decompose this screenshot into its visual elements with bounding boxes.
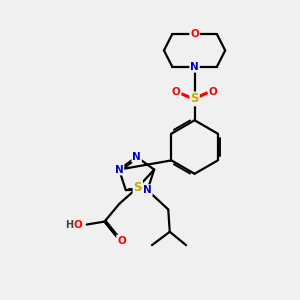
Text: N: N [115, 165, 124, 175]
Text: O: O [190, 29, 199, 39]
Text: S: S [190, 92, 199, 105]
Text: O: O [172, 87, 181, 97]
Text: H: H [65, 220, 74, 230]
Text: S: S [134, 181, 142, 194]
Text: O: O [74, 220, 83, 230]
Text: N: N [143, 185, 152, 195]
Text: N: N [190, 62, 199, 72]
Text: N: N [132, 152, 141, 162]
Text: O: O [208, 87, 217, 97]
Text: O: O [117, 236, 126, 246]
